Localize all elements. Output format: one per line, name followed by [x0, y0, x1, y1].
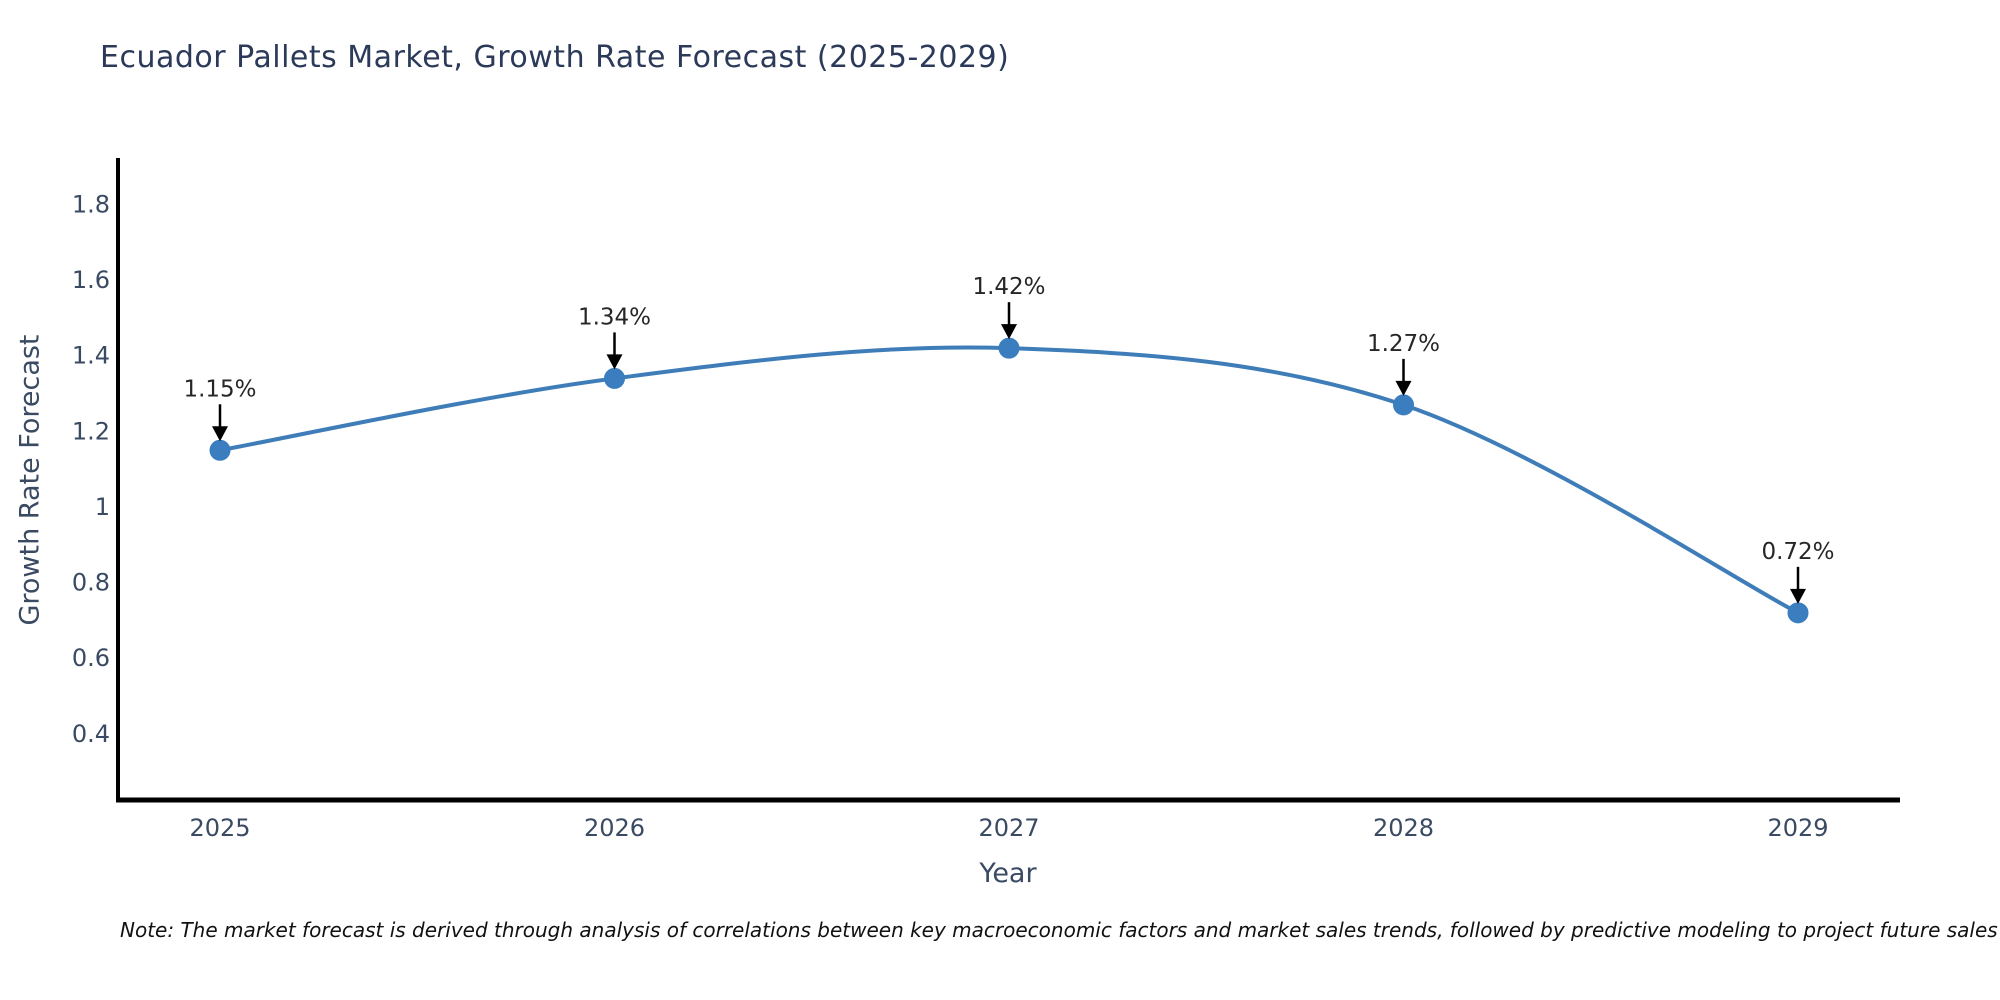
annotation-arrow-head: [1790, 588, 1806, 604]
data-point: [604, 367, 625, 389]
y-tick-label: 0.4: [72, 720, 110, 748]
footnote: Note: The market forecast is derived thr…: [120, 918, 1998, 942]
x-tick-label: 2027: [978, 814, 1039, 842]
data-point-value-label: 1.15%: [183, 376, 256, 402]
data-point: [1787, 602, 1809, 624]
x-axis-title: Year: [979, 858, 1037, 889]
data-point-value-label: 1.42%: [972, 274, 1045, 300]
x-tick-label: 2028: [1373, 814, 1434, 842]
x-tick-label: 2029: [1767, 814, 1828, 842]
y-axis-title: Growth Rate Forecast: [14, 334, 46, 626]
data-point-value-label: 1.34%: [578, 304, 651, 330]
x-tick-label: 2025: [189, 814, 250, 842]
x-tick-label: 2026: [584, 814, 645, 842]
forecast-line: [219, 345, 1799, 615]
y-tick-label: 1.8: [72, 191, 110, 219]
y-tick-label: 1: [95, 493, 110, 521]
y-tick-label: 0.8: [72, 569, 110, 597]
annotation-arrow-head: [212, 426, 228, 442]
chart-title: Ecuador Pallets Market, Growth Rate Fore…: [100, 40, 1010, 75]
y-tick-label: 1.2: [72, 417, 110, 445]
annotation-arrow-head: [606, 354, 623, 370]
annotation-arrow-head: [1395, 380, 1412, 396]
data-point-value-label: 1.27%: [1367, 331, 1440, 357]
annotation-arrow-head: [1001, 324, 1017, 340]
y-tick-label: 1.6: [72, 266, 110, 294]
y-tick-label: 1.4: [72, 342, 110, 370]
y-tick-label: 0.6: [72, 644, 110, 672]
data-point: [1393, 394, 1414, 416]
data-point-value-label: 0.72%: [1761, 539, 1834, 565]
data-point: [209, 439, 231, 461]
data-point: [998, 337, 1020, 359]
